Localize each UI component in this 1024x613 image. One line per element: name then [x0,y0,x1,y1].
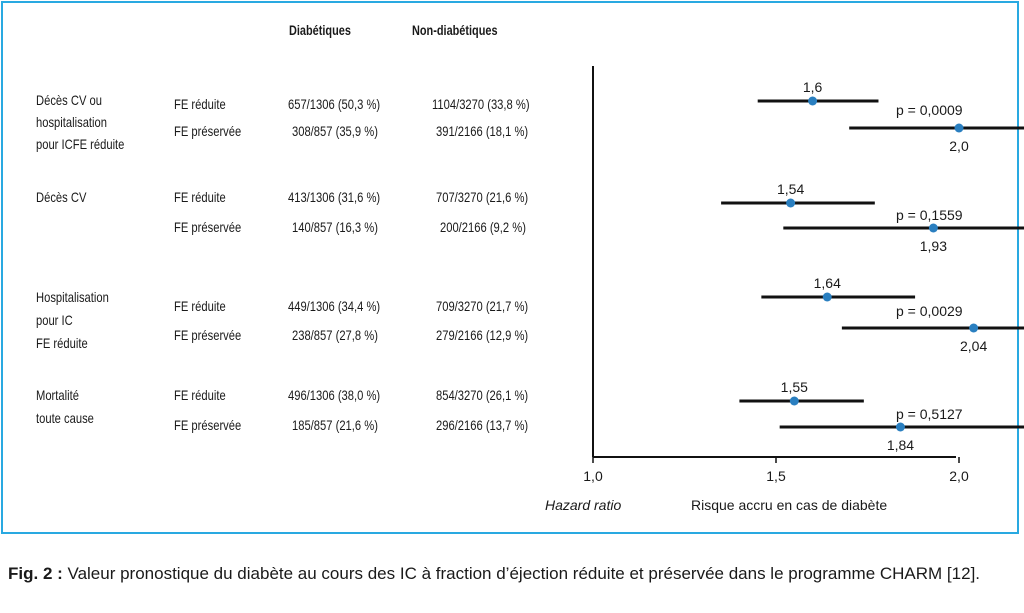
diabetic-value: 657/1306 (50,3 %) [288,96,381,112]
hazard-ratio-point [895,422,905,432]
non-diabetic-value: 1104/3270 (33,8 %) [432,96,530,112]
fe-label: FE préservée [174,219,242,235]
diabetic-value: 308/857 (35,9 %) [292,123,378,139]
hazard-ratio-point [786,198,796,208]
fe-label: FE préservée [174,123,242,139]
figure-caption: Fig. 2 : Valeur pronostique du diabète a… [8,563,1016,585]
hazard-ratio-point [928,223,938,233]
x-tick-label: 1,5 [766,468,786,484]
x-tick-label: 2,0 [949,468,969,484]
hazard-ratio-label: 1,93 [920,238,947,254]
p-value: p = 0,0029 [896,303,963,319]
hazard-ratio-label: 2,0 [949,138,969,154]
group-label-line: Décès CV [36,189,87,205]
diabetic-value: 185/857 (21,6 %) [292,417,378,433]
non-diabetic-value: 854/3270 (26,1 %) [436,387,529,403]
hazard-ratio-label: 1,6 [803,79,823,95]
p-value: p = 0,5127 [896,406,963,422]
group-label-line: Décès CV ou [36,92,102,108]
hazard-ratio-point [808,96,818,106]
header-diabetic: Diabétiques [289,22,351,38]
group-label-line: pour ICFE réduite [36,136,125,152]
fe-label: FE réduite [174,96,226,112]
hazard-ratio-point [822,292,832,302]
hazard-ratio-label: 1,55 [781,379,808,395]
non-diabetic-value: 391/2166 (18,1 %) [436,123,529,139]
non-diabetic-value: 200/2166 (9,2 %) [440,219,526,235]
fe-label: FE préservée [174,327,242,343]
figure-frame [1,1,1019,534]
diabetic-value: 413/1306 (31,6 %) [288,189,381,205]
hazard-ratio-label: 1,84 [887,437,914,453]
diabetic-value: 238/857 (27,8 %) [292,327,378,343]
fe-label: FE réduite [174,298,226,314]
fe-label: FE réduite [174,189,226,205]
hazard-ratio-point [789,396,799,406]
diabetic-value: 449/1306 (34,4 %) [288,298,381,314]
fe-label: FE réduite [174,387,226,403]
x-axis-label-hazard-ratio: Hazard ratio [545,497,622,513]
hazard-ratio-point [954,123,964,133]
x-tick-label: 1,0 [583,468,603,484]
caption-prefix: Fig. 2 : [8,564,68,583]
header-non-diabetic: Non-diabétiques [412,22,498,38]
group-label-line: FE réduite [36,335,88,351]
fe-label: FE préservée [174,417,242,433]
non-diabetic-value: 707/3270 (21,6 %) [436,189,529,205]
diabetic-value: 140/857 (16,3 %) [292,219,378,235]
non-diabetic-value: 296/2166 (13,7 %) [436,417,529,433]
hazard-ratio-label: 1,64 [814,275,841,291]
hazard-ratio-label: 1,54 [777,181,804,197]
non-diabetic-value: 709/3270 (21,7 %) [436,298,529,314]
group-label-line: Hospitalisation [36,289,109,305]
hazard-ratio-label: 2,04 [960,338,987,354]
group-label-line: hospitalisation [36,114,107,130]
p-value: p = 0,0009 [896,102,963,118]
group-label-line: toute cause [36,410,94,426]
forest-plot: 1,01,52,02,51,62,01,541,931,642,041,551,… [583,66,1024,484]
p-value: p = 0,1559 [896,207,963,223]
non-diabetic-value: 279/2166 (12,9 %) [436,327,529,343]
caption-text: Valeur pronostique du diabète au cours d… [67,564,981,583]
hazard-ratio-point [969,323,979,333]
group-label-line: pour IC [36,312,73,328]
diabetic-value: 496/1306 (38,0 %) [288,387,381,403]
group-label-line: Mortalité [36,387,79,403]
x-axis-label-risk: Risque accru en cas de diabète [691,497,888,513]
